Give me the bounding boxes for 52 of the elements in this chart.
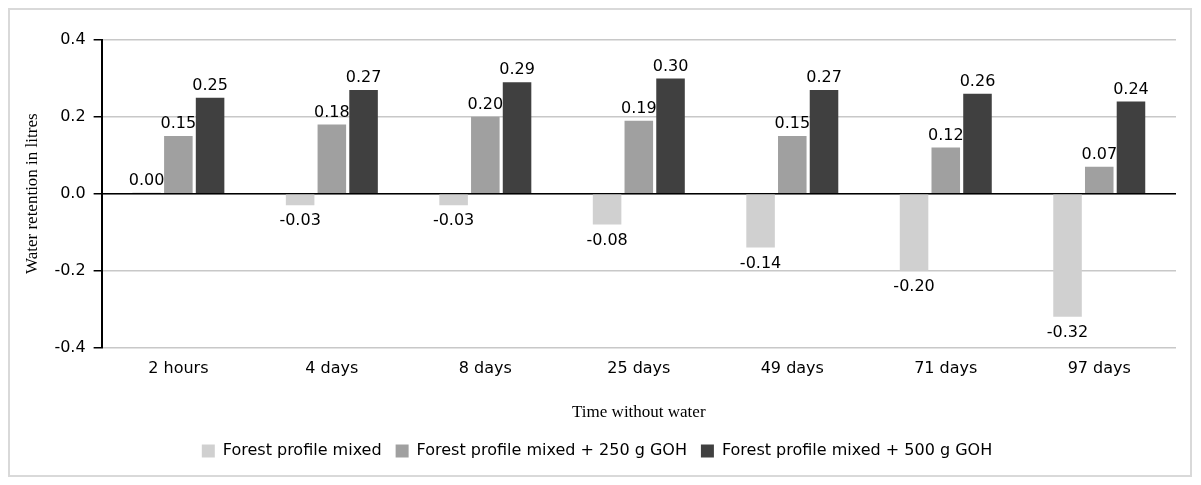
bar [656, 78, 685, 193]
data-label: -0.20 [893, 275, 935, 295]
x-axis-title: Time without water [572, 402, 706, 422]
data-label: 0.00 [128, 169, 165, 189]
bar [502, 82, 532, 193]
data-label: 0.29 [499, 59, 535, 79]
data-label: 0.30 [652, 55, 689, 75]
data-label: 0.07 [1081, 143, 1118, 163]
data-label: 0.15 [774, 113, 811, 133]
data-label: 0.18 [314, 101, 350, 121]
data-label: 0.15 [160, 113, 197, 133]
y-tick-label: 0.4 [60, 29, 86, 49]
bar [1084, 166, 1114, 193]
bar [317, 124, 347, 193]
data-label: 0.19 [621, 97, 657, 117]
data-label: 0.20 [467, 94, 504, 114]
x-tick-label: 2 hours [148, 358, 209, 378]
bar [164, 136, 193, 193]
data-label: -0.03 [432, 210, 475, 230]
y-tick-label: -0.4 [54, 336, 86, 356]
y-tick-label: -0.2 [54, 259, 86, 279]
legend-label: Forest profile mixed + 500 g GOH [721, 440, 993, 460]
data-label: 0.27 [345, 67, 382, 87]
y-axis-title: Water retention in litres [21, 113, 41, 274]
x-tick-label: 8 days [458, 358, 512, 378]
x-tick-label: 4 days [305, 358, 359, 378]
bar [471, 116, 500, 193]
data-label: -0.08 [586, 229, 628, 249]
data-label: 0.27 [806, 67, 842, 87]
x-tick-label: 49 days [760, 358, 824, 378]
bar [624, 120, 654, 193]
data-label: 0.26 [959, 70, 996, 90]
data-label: -0.03 [279, 210, 321, 230]
data-label: -0.14 [739, 252, 782, 272]
bar [809, 89, 839, 193]
y-tick-label: 0.0 [60, 182, 86, 202]
data-label: -0.32 [1046, 321, 1089, 341]
y-tick-label: 0.2 [60, 106, 86, 126]
bar [778, 136, 807, 193]
bar [963, 93, 992, 193]
legend-label: Forest profile mixed + 250 g GOH [416, 440, 687, 460]
data-label: 0.25 [192, 74, 228, 94]
bar [1116, 101, 1146, 193]
data-label: 0.24 [1113, 78, 1149, 98]
data-label: 0.12 [927, 124, 964, 144]
bar [195, 97, 225, 193]
x-tick-label: 97 days [1067, 358, 1131, 378]
x-tick-label: 25 days [607, 358, 671, 378]
x-tick-label: 71 days [914, 358, 978, 378]
legend-label: Forest profile mixed [222, 440, 382, 460]
bar [349, 89, 378, 193]
bar [931, 147, 961, 193]
